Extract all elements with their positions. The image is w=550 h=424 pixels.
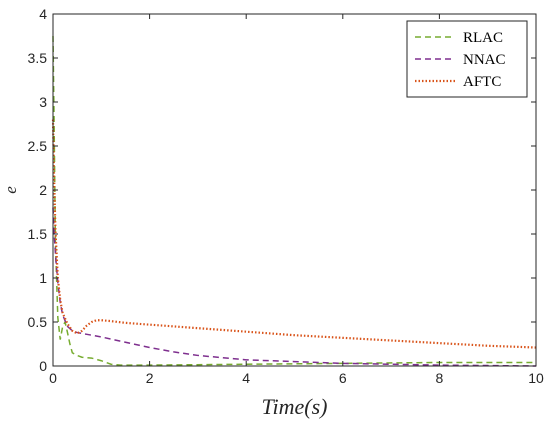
legend-label-rlac: RLAC	[463, 30, 503, 46]
y-tick-label: 2.5	[28, 138, 48, 154]
y-axis-label: e	[1, 186, 20, 194]
y-tick-label: 1.5	[28, 226, 48, 242]
series-line-nnac	[52, 207, 537, 367]
y-tick-label: 0.5	[28, 314, 48, 330]
legend-label-nnac: NNAC	[463, 52, 506, 68]
plot-lines	[51, 35, 537, 367]
y-tick-label: 0	[39, 358, 47, 374]
x-tick-label: 2	[146, 370, 154, 386]
legend-label-aftc: AFTC	[463, 74, 501, 90]
x-tick-label: 4	[242, 370, 250, 386]
y-tick-label: 4	[39, 6, 47, 22]
y-tick-label: 3	[39, 94, 47, 110]
y-tick-label: 2	[39, 182, 47, 198]
axis-ticks: 0 2 4 6 8 10 0 0.5 1 1.5 2 2.5 3 3.5 4	[28, 6, 544, 386]
y-tick-label: 1	[39, 270, 47, 286]
x-tick-label: 10	[528, 370, 544, 386]
series-line-aftc	[51, 119, 537, 349]
legend: RLAC NNAC AFTC	[406, 20, 528, 98]
x-axis-label: Time(s)	[262, 394, 328, 419]
x-tick-label: 0	[49, 370, 57, 386]
x-tick-label: 8	[436, 370, 444, 386]
x-tick-label: 6	[339, 370, 347, 386]
y-tick-label: 3.5	[28, 50, 48, 66]
